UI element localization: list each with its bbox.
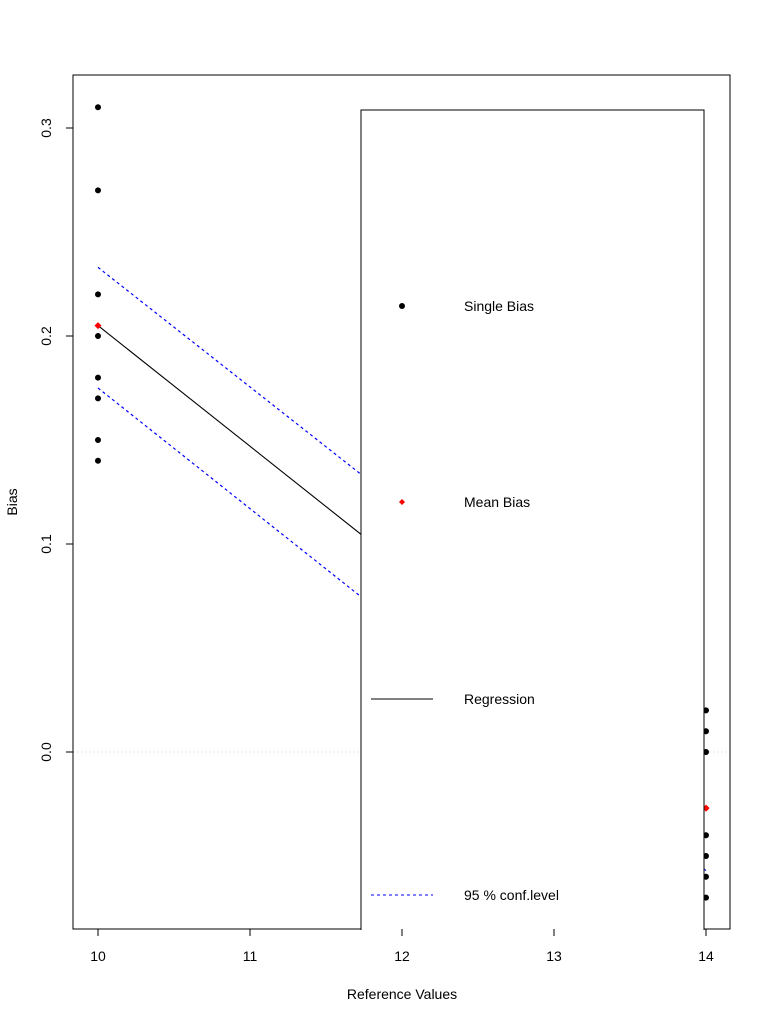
x-tick-label: 14 [698,948,714,964]
x-tick-label: 10 [90,948,106,964]
single-bias-point [95,395,101,402]
x-axis-label: Reference Values [347,986,457,1002]
single-bias-point [95,437,101,443]
y-tick-label: 0.3 [38,118,54,138]
mean-bias-point [94,322,102,330]
legend-label: Regression [464,691,535,707]
legend-entry: Single Bias [399,298,534,314]
single-bias-point [705,707,708,714]
single-bias-point [705,832,708,839]
y-tick-label: 0.0 [38,742,54,762]
mean-bias-point [705,804,710,812]
legend-label: 95 % conf.level [464,887,559,903]
y-tick-label: 0.2 [38,326,54,346]
single-bias-point [705,894,708,901]
legend-label: Mean Bias [464,494,530,510]
single-bias-point [705,749,708,755]
legend-border [360,109,705,930]
y-tick-label: 0.1 [38,534,54,554]
diamond-marker-icon [399,499,405,505]
single-bias-point [95,457,101,464]
legend-background [361,110,704,932]
single-bias-point [95,187,101,194]
x-tick-label: 13 [546,948,562,964]
single-bias-point [705,873,708,880]
x-tick-label: 12 [394,948,410,964]
y-axis-label: Bias [4,488,20,515]
axes: 10 11 12 13 14 0.0 0.1 0.2 0.3 Reference Values Bi… [4,118,714,1002]
single-bias-point [705,853,708,859]
legend-entry: Mean Bias [399,494,530,510]
single-bias-point [95,374,101,381]
legend: Single Bias Mean Bias Regression 95 % conf.… [360,109,710,932]
legend-entry: Regression [371,691,535,707]
x-tick-label: 11 [243,948,258,964]
legend-entry: 95 % conf.level [371,887,559,903]
single-bias-point [705,728,708,735]
legend-label: Single Bias [464,298,534,314]
single-bias-point [95,333,101,339]
point-marker-icon [399,303,405,309]
single-bias-point [95,104,101,111]
single-bias-point [95,291,101,298]
